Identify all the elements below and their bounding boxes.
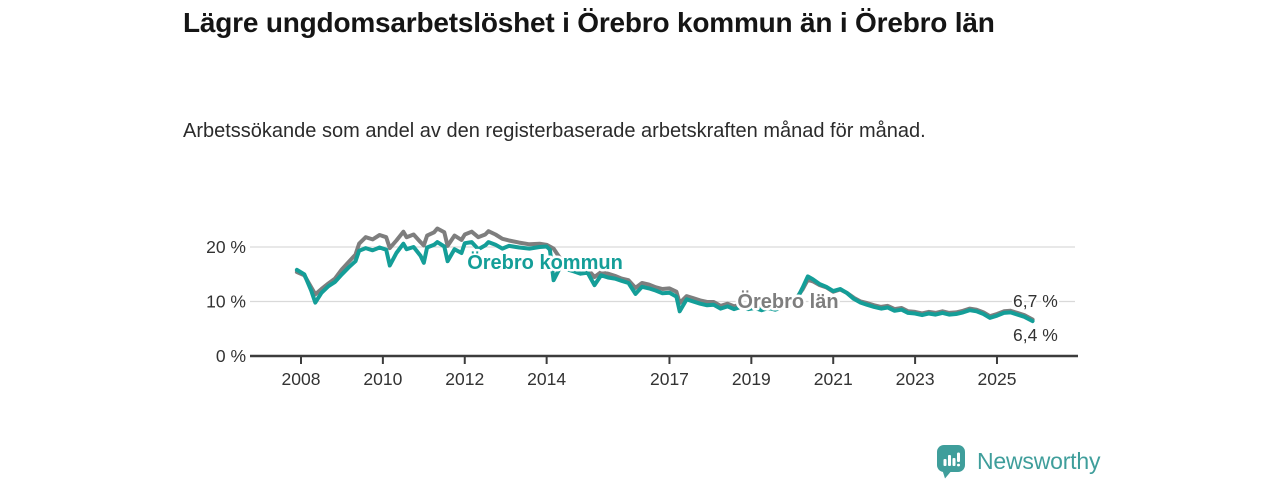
labels-layer: Örebro kommun Örebro län 6,7 % 6,4 % [465, 249, 1060, 348]
x-axis-tick-label: 2017 [650, 369, 689, 389]
grid-layer: 0 % 10 % 20 % 2008 2010 2012 2014 2017 2019 2021 2… [206, 237, 1078, 389]
y-axis-tick-label: 20 % [206, 237, 246, 257]
x-axis-tick-label: 2021 [814, 369, 853, 389]
series-line-lan [294, 226, 1035, 322]
y-axis-tick-label: 0 % [216, 346, 246, 366]
x-axis-tick-label: 2025 [978, 369, 1017, 389]
series-label-lan: Örebro län [737, 290, 838, 313]
end-value-label-lan: 6,7 % [1013, 291, 1058, 311]
x-axis-tick-label: 2014 [527, 369, 566, 389]
series-label-kommun: Örebro kommun [467, 251, 623, 274]
newsworthy-speech-bubble-chart-icon [937, 445, 965, 479]
end-value-label-kommun: 6,4 % [1013, 325, 1058, 345]
newsworthy-logo: Newsworthy [934, 443, 1100, 480]
series-line-kommun [294, 240, 1035, 324]
x-axis-tick-label: 2012 [445, 369, 484, 389]
x-axis-tick-label: 2023 [896, 369, 935, 389]
chart-subtitle: Arbetssökande som andel av den registerb… [183, 120, 926, 142]
x-axis-tick-label: 2008 [282, 369, 321, 389]
y-axis-tick-label: 10 % [206, 292, 246, 312]
chart-title: Lägre ungdomsarbetslöshet i Örebro kommu… [183, 7, 995, 38]
series-layer [294, 226, 1035, 324]
newsworthy-wordmark: Newsworthy [977, 448, 1101, 474]
x-axis-tick-label: 2019 [732, 369, 771, 389]
x-axis-tick-label: 2010 [363, 369, 402, 389]
